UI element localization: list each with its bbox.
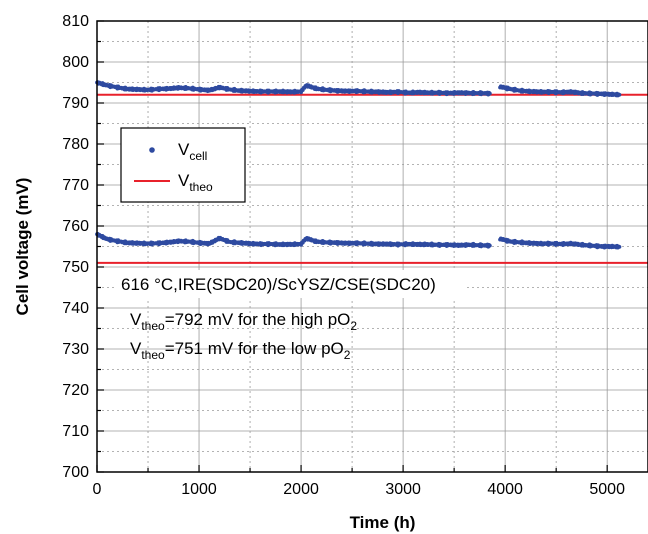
tick-label-y: 720 [62, 382, 89, 399]
tick-label-x: 5000 [589, 481, 625, 498]
annotation-line-low: Vtheo=751 mV for the low pO2 [130, 339, 351, 362]
tick-label-y: 700 [62, 464, 89, 481]
y-axis-title: Cell voltage (mV) [13, 178, 32, 316]
annotation-box: 616 °C,IRE(SDC20)/ScYSZ/CSE(SDC20) Vtheo… [116, 270, 466, 362]
tick-label-x: 2000 [283, 481, 319, 498]
tick-label-y: 740 [62, 300, 89, 317]
tick-label-x: 3000 [385, 481, 421, 498]
tick-label-y: 760 [62, 218, 89, 235]
annotation-background [116, 270, 466, 298]
cell-voltage-points [95, 80, 622, 250]
legend-label-vcell: Vcell [178, 140, 207, 163]
tick-label-x: 4000 [487, 481, 523, 498]
plot-frame [96, 20, 648, 473]
legend: Vcell Vtheo [120, 127, 246, 203]
tick-label-y: 730 [62, 341, 89, 358]
tick-label-y: 770 [62, 177, 89, 194]
tick-label-y: 780 [62, 136, 89, 153]
annotation-condition: 616 °C,IRE(SDC20)/ScYSZ/CSE(SDC20) [121, 275, 436, 294]
legend-marker-vcell [149, 147, 155, 153]
tick-label-y: 710 [62, 423, 89, 440]
data-point [617, 92, 622, 97]
tick-label-y: 790 [62, 95, 89, 112]
annotation-line-high: Vtheo=792 mV for the high pO2 [130, 310, 357, 333]
legend-box [120, 127, 246, 203]
data-point [487, 243, 492, 248]
tick-label-x: 1000 [181, 481, 217, 498]
tick-label-y: 810 [62, 13, 89, 30]
data-point [487, 91, 492, 96]
legend-label-vtheo: Vtheo [178, 171, 213, 194]
data-point [617, 245, 622, 249]
tick-label-y: 750 [62, 259, 89, 276]
tick-label-y: 800 [62, 54, 89, 71]
x-axis-title: Time (h) [350, 513, 416, 532]
tick-label-x: 0 [93, 481, 102, 498]
tick-labels: 700 710 720 730 740 750 760 770 780 790 800 810 0 100… [62, 13, 625, 498]
